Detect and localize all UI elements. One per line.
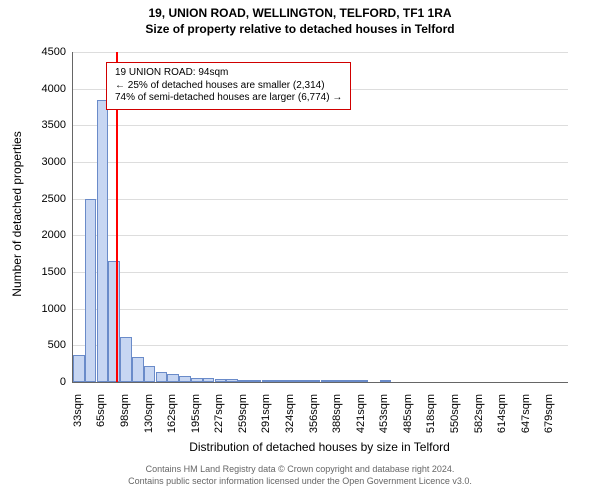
x-tick-label: 33sqm bbox=[72, 394, 84, 444]
histogram-bar bbox=[156, 372, 168, 382]
y-tick-label: 4000 bbox=[26, 83, 66, 95]
footer-line2: Contains public sector information licen… bbox=[0, 476, 600, 486]
histogram-bar bbox=[332, 380, 344, 382]
y-tick-label: 0 bbox=[26, 376, 66, 388]
y-tick-label: 4500 bbox=[26, 46, 66, 58]
histogram-bar bbox=[203, 378, 215, 382]
y-tick-label: 2500 bbox=[26, 193, 66, 205]
y-tick-label: 2000 bbox=[26, 229, 66, 241]
annotation-line2: ← 25% of detached houses are smaller (2,… bbox=[115, 80, 342, 93]
x-tick-label: 421sqm bbox=[355, 394, 367, 444]
histogram-bar bbox=[250, 380, 262, 382]
y-tick-label: 3000 bbox=[26, 156, 66, 168]
x-tick-label: 582sqm bbox=[473, 394, 485, 444]
x-tick-label: 485sqm bbox=[402, 394, 414, 444]
histogram-bar bbox=[144, 366, 156, 382]
gridline bbox=[73, 235, 568, 236]
histogram-bar bbox=[238, 380, 250, 382]
histogram-bar bbox=[179, 376, 191, 382]
x-tick-label: 227sqm bbox=[213, 394, 225, 444]
chart-title-line2: Size of property relative to detached ho… bbox=[0, 22, 600, 36]
x-tick-label: 679sqm bbox=[543, 394, 555, 444]
histogram-bar bbox=[356, 380, 368, 382]
x-tick-label: 453sqm bbox=[378, 394, 390, 444]
histogram-bar bbox=[226, 379, 238, 382]
annotation-box: 19 UNION ROAD: 94sqm ← 25% of detached h… bbox=[106, 62, 351, 110]
y-axis-label: Number of detached properties bbox=[10, 114, 24, 314]
gridline bbox=[73, 272, 568, 273]
x-tick-label: 195sqm bbox=[190, 394, 202, 444]
x-tick-label: 388sqm bbox=[331, 394, 343, 444]
histogram-bar bbox=[285, 380, 297, 382]
y-tick-label: 3500 bbox=[26, 119, 66, 131]
histogram-bar bbox=[73, 355, 85, 382]
gridline bbox=[73, 162, 568, 163]
chart-title-line1: 19, UNION ROAD, WELLINGTON, TELFORD, TF1… bbox=[0, 6, 600, 20]
histogram-bar bbox=[167, 374, 179, 382]
histogram-bar bbox=[321, 380, 333, 382]
annotation-line3: 74% of semi-detached houses are larger (… bbox=[115, 92, 342, 105]
x-tick-label: 130sqm bbox=[143, 394, 155, 444]
footer-line1: Contains HM Land Registry data © Crown c… bbox=[0, 464, 600, 474]
y-tick-label: 1500 bbox=[26, 266, 66, 278]
x-tick-label: 98sqm bbox=[119, 394, 131, 444]
x-tick-label: 324sqm bbox=[284, 394, 296, 444]
histogram-bar bbox=[309, 380, 321, 382]
histogram-bar bbox=[108, 261, 120, 382]
gridline bbox=[73, 309, 568, 310]
gridline bbox=[73, 345, 568, 346]
x-tick-label: 614sqm bbox=[496, 394, 508, 444]
histogram-bar bbox=[215, 379, 227, 382]
gridline bbox=[73, 52, 568, 53]
x-tick-label: 518sqm bbox=[425, 394, 437, 444]
x-tick-label: 647sqm bbox=[520, 394, 532, 444]
x-tick-label: 259sqm bbox=[237, 394, 249, 444]
histogram-bar bbox=[297, 380, 309, 382]
x-tick-label: 550sqm bbox=[449, 394, 461, 444]
histogram-bar bbox=[132, 357, 144, 382]
y-tick-label: 1000 bbox=[26, 303, 66, 315]
histogram-bar bbox=[97, 100, 109, 382]
annotation-line1: 19 UNION ROAD: 94sqm bbox=[115, 67, 342, 80]
histogram-bar bbox=[120, 337, 132, 382]
histogram-bar bbox=[273, 380, 285, 382]
x-tick-label: 356sqm bbox=[308, 394, 320, 444]
histogram-bar bbox=[191, 378, 203, 382]
x-tick-label: 291sqm bbox=[260, 394, 272, 444]
x-tick-label: 162sqm bbox=[166, 394, 178, 444]
gridline bbox=[73, 199, 568, 200]
histogram-bar bbox=[344, 380, 356, 382]
x-tick-label: 65sqm bbox=[95, 394, 107, 444]
histogram-bar bbox=[262, 380, 274, 382]
histogram-bar bbox=[380, 380, 392, 382]
y-tick-label: 500 bbox=[26, 339, 66, 351]
chart-container: 19, UNION ROAD, WELLINGTON, TELFORD, TF1… bbox=[0, 0, 600, 500]
gridline bbox=[73, 125, 568, 126]
histogram-bar bbox=[85, 199, 97, 382]
